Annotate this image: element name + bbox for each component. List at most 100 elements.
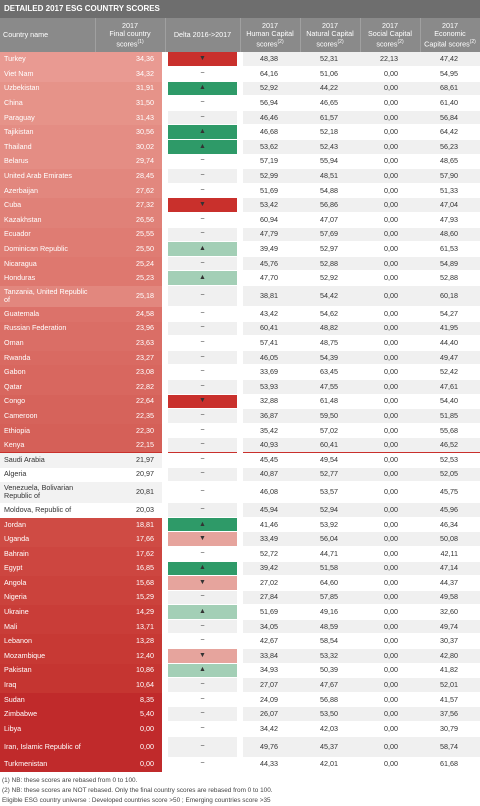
delta-cell: ▲ xyxy=(162,241,243,257)
score-cell: 0,00 xyxy=(360,364,420,380)
score-cell: 54,27 xyxy=(420,306,480,322)
country-cell: Tanzania, United Republic of xyxy=(0,285,95,307)
score-cell: 0,00 xyxy=(360,321,420,337)
score-cell: 0,00 xyxy=(360,437,420,453)
score-cell: 46,68 xyxy=(240,124,300,141)
delta-cell: ▲ xyxy=(162,663,243,679)
score-cell: 27,32 xyxy=(95,197,165,214)
country-cell: Cameroon xyxy=(0,408,95,424)
score-cell: 46,34 xyxy=(420,517,480,533)
table-row: Uzbekistan 31,91 ▲ 52,92 44,22 0,00 68,61 xyxy=(0,81,480,97)
score-cell: 45,94 xyxy=(240,502,300,518)
score-cell: 47,93 xyxy=(420,212,480,228)
table-row: Thailand 30,02 ▲ 53,62 52,43 0,00 56,23 xyxy=(0,139,480,155)
delta-cell: ~ xyxy=(162,706,243,723)
delta-cell: ~ xyxy=(162,481,243,504)
country-cell: Congo xyxy=(0,394,95,410)
delta-cell: ▼ xyxy=(162,52,243,68)
table-row: Pakistan 10,86 ▲ 34,93 50,39 0,00 41,82 xyxy=(0,663,480,679)
delta-cell: ~ xyxy=(162,66,243,82)
delta-cell: ~ xyxy=(162,335,243,351)
score-cell: 64,16 xyxy=(240,66,300,82)
score-cell: 61,68 xyxy=(420,757,480,773)
header-note: (2) xyxy=(469,38,476,45)
score-cell: 0,00 xyxy=(360,139,420,155)
delta-cell: ~ xyxy=(162,364,243,380)
country-cell: Sudan xyxy=(0,692,95,708)
delta-cell: ~ xyxy=(162,321,243,337)
score-cell: 51,06 xyxy=(300,66,360,82)
table-row: Cuba 27,32 ▼ 53,42 56,86 0,00 47,04 xyxy=(0,197,480,214)
delta-cell: ~ xyxy=(162,736,243,758)
score-cell: 52,99 xyxy=(240,168,300,184)
table-row: Qatar 22,82 ~53,93 47,55 0,00 47,61 xyxy=(0,379,480,395)
table-row: Lebanon 13,28 ~42,67 58,54 0,00 30,37 xyxy=(0,633,480,650)
delta-cell: ▲ xyxy=(162,270,243,286)
country-cell: Turkey xyxy=(0,52,95,68)
column-header: Country name xyxy=(0,18,96,52)
score-cell: 58,74 xyxy=(420,736,480,758)
score-cell: 44,71 xyxy=(300,546,360,562)
score-cell: 56,88 xyxy=(300,692,360,708)
table-row: Viet Nam 34,32 ~64,16 51,06 0,00 54,95 xyxy=(0,66,480,82)
score-cell: 58,54 xyxy=(300,633,360,650)
score-cell: 57,69 xyxy=(300,227,360,243)
score-cell: 56,84 xyxy=(420,110,480,126)
score-cell: 53,57 xyxy=(300,481,360,504)
score-cell: 52,77 xyxy=(300,467,360,483)
table-row: Algeria 20,97 ~40,87 52,77 0,00 52,05 xyxy=(0,467,480,483)
score-cell: 61,48 xyxy=(300,394,360,410)
table-row: Saudi Arabia 21,97 ~45,45 49,54 0,00 52,53 xyxy=(0,452,480,468)
score-cell: 30,79 xyxy=(420,721,480,737)
score-cell: 0,00 xyxy=(360,350,420,366)
delta-cell: ~ xyxy=(162,256,243,272)
score-cell: 42,03 xyxy=(300,721,360,737)
country-cell: Qatar xyxy=(0,379,95,395)
score-cell: 0,00 xyxy=(360,256,420,272)
column-header: 2017 Economic Capital scores(2) xyxy=(420,18,480,52)
score-cell: 0,00 xyxy=(360,452,420,468)
score-cell: 22,13 xyxy=(360,52,420,68)
delta-cell: ▼ xyxy=(162,197,243,214)
country-cell: Jordan xyxy=(0,517,95,533)
country-cell: Nigeria xyxy=(0,590,95,606)
score-cell: 47,61 xyxy=(420,379,480,395)
score-cell: 22,64 xyxy=(95,394,165,410)
country-cell: Pakistan xyxy=(0,663,95,679)
table-row: Ethiopia 22,30 ~35,42 57,02 0,00 55,68 xyxy=(0,423,480,439)
score-cell: 52,88 xyxy=(300,256,360,272)
score-cell: 0,00 xyxy=(360,95,420,111)
score-cell: 53,92 xyxy=(300,517,360,533)
score-cell: 22,82 xyxy=(95,379,165,395)
country-cell: Bahrain xyxy=(0,546,95,562)
score-cell: 48,82 xyxy=(300,321,360,337)
country-cell: Belarus xyxy=(0,154,95,170)
score-cell: 57,85 xyxy=(300,590,360,606)
table-row: Honduras 25,23 ▲ 47,70 52,92 0,00 52,88 xyxy=(0,270,480,286)
delta-cell: ~ xyxy=(162,95,243,111)
country-cell: China xyxy=(0,95,95,111)
score-cell: 20,81 xyxy=(95,481,165,504)
score-cell: 0,00 xyxy=(360,757,420,773)
score-cell: 42,01 xyxy=(300,757,360,773)
table-row: Cameroon 22,35 ~36,87 59,50 0,00 51,85 xyxy=(0,408,480,424)
country-cell: Venezuela, Bolivarian Republic of xyxy=(0,481,95,504)
score-cell: 52,01 xyxy=(420,677,480,693)
score-cell: 35,42 xyxy=(240,423,300,439)
delta-cell: ~ xyxy=(162,677,243,693)
header-note: (2) xyxy=(277,38,284,45)
score-cell: 45,75 xyxy=(420,481,480,504)
footnotes: (1) NB: these scores are rebased from 0 … xyxy=(0,776,480,806)
table-row: Belarus 29,74 ~57,19 55,94 0,00 48,65 xyxy=(0,154,480,170)
delta-cell: ▼ xyxy=(162,394,243,410)
score-cell: 0,00 xyxy=(360,502,420,518)
score-cell: 32,60 xyxy=(420,604,480,620)
score-cell: 40,87 xyxy=(240,467,300,483)
score-cell: 26,07 xyxy=(240,706,300,723)
score-cell: 47,67 xyxy=(300,677,360,693)
delta-cell: ~ xyxy=(162,285,243,307)
delta-cell: ~ xyxy=(162,619,243,635)
score-cell: 27,02 xyxy=(240,575,300,591)
column-header: 2017 Human Capital scores(2) xyxy=(240,18,301,52)
delta-cell: ~ xyxy=(162,546,243,562)
